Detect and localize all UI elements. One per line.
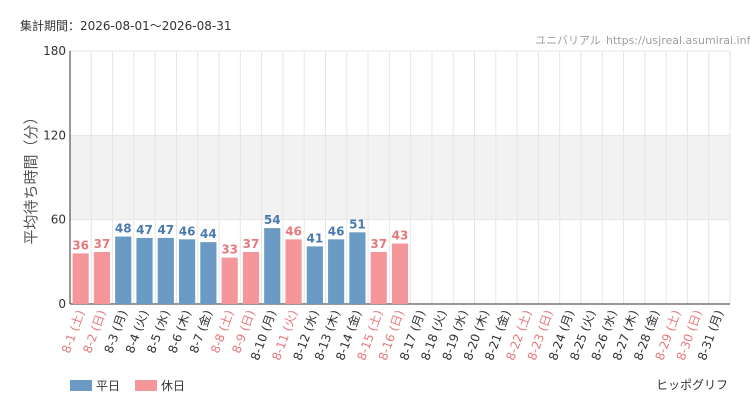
- value-label: 43: [392, 229, 409, 243]
- bar-8-12 (水)[interactable]: [306, 246, 323, 304]
- value-label: 46: [285, 224, 302, 238]
- bar-8-7 (金)[interactable]: [200, 242, 217, 304]
- legend-label-weekday: 平日: [96, 379, 120, 393]
- value-label: 47: [157, 223, 174, 237]
- bar-8-1 (土)[interactable]: [72, 253, 89, 304]
- bar-8-2 (日)[interactable]: [93, 251, 111, 304]
- y-tick-label: 60: [51, 213, 66, 227]
- site-name[interactable]: ユニバリアル: [535, 34, 601, 47]
- bar-8-8 (土)[interactable]: [221, 257, 238, 304]
- bar-8-15 (土)[interactable]: [370, 251, 387, 304]
- value-label: 37: [370, 237, 387, 251]
- band-0: [70, 135, 730, 220]
- bar-8-13 (木)[interactable]: [328, 239, 345, 304]
- value-label: 33: [221, 243, 238, 257]
- value-label: 37: [94, 237, 111, 251]
- legend-swatch-holiday: [135, 380, 157, 391]
- value-label: 54: [264, 213, 281, 227]
- value-label: 37: [243, 237, 260, 251]
- legend-swatch-weekday: [70, 380, 92, 391]
- bar-8-3 (月)[interactable]: [115, 236, 132, 304]
- value-label: 46: [179, 224, 196, 238]
- legend-label-holiday: 休日: [161, 379, 185, 393]
- bar-8-11 (火)[interactable]: [285, 239, 302, 304]
- y-tick-label: 180: [43, 44, 66, 58]
- bar-8-10 (月)[interactable]: [264, 228, 281, 304]
- bar-8-9 (日)[interactable]: [242, 251, 260, 304]
- bar-8-16 (日)[interactable]: [391, 243, 409, 304]
- y-tick-label: 120: [43, 128, 66, 142]
- period-label: 集計期間：2026-08-01〜2026-08-31: [20, 18, 231, 33]
- value-label: 48: [115, 222, 132, 236]
- legend: 平日 休日: [70, 379, 185, 393]
- value-label: 36: [72, 238, 89, 252]
- y-axis-label: 平均待ち時間（分）: [22, 109, 40, 244]
- y-tick-label: 0: [58, 297, 66, 311]
- bar-8-4 (火)[interactable]: [136, 237, 153, 304]
- value-label: 44: [200, 227, 217, 241]
- site-url[interactable]: https://usjreal.asumirai.info: [606, 34, 750, 47]
- credit-label: ヒッポグリフ: [656, 378, 728, 392]
- value-label: 46: [328, 224, 345, 238]
- value-label: 41: [306, 231, 323, 245]
- value-label: 51: [349, 217, 366, 231]
- bar-8-6 (木)[interactable]: [179, 239, 196, 304]
- value-label: 47: [136, 223, 153, 237]
- bar-8-14 (金)[interactable]: [349, 232, 366, 304]
- bar-8-5 (水)[interactable]: [157, 237, 174, 304]
